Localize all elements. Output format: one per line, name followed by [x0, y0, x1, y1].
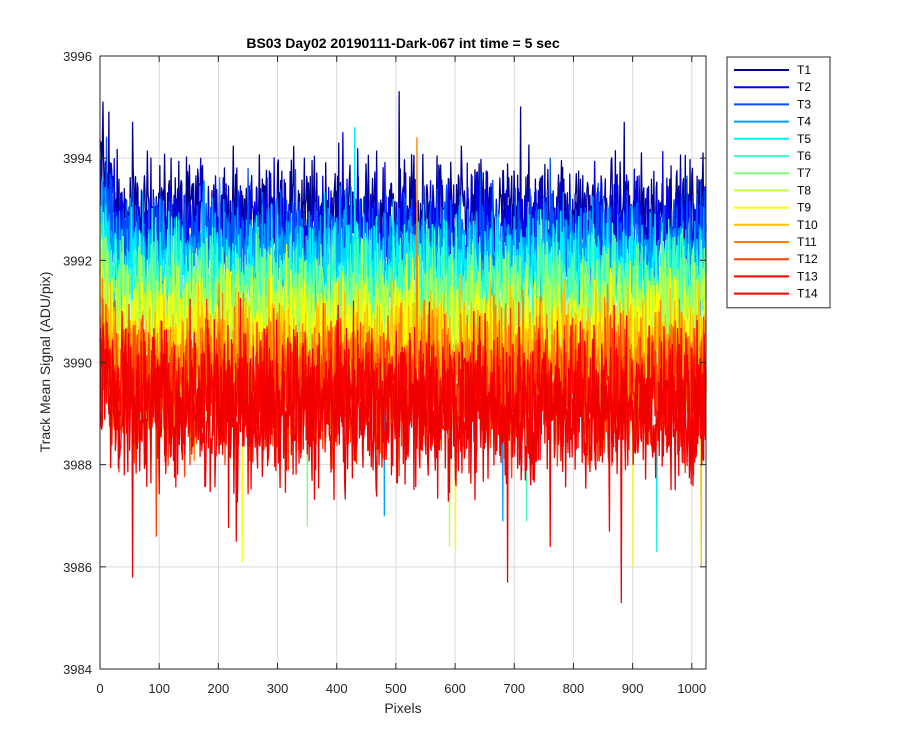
y-tick-label: 3992 [63, 253, 92, 268]
legend-label: T4 [797, 115, 811, 129]
y-tick-label: 3986 [63, 560, 92, 575]
y-tick-label: 3996 [63, 49, 92, 64]
y-axis-label: Track Mean Signal (ADU/pix) [37, 272, 53, 453]
y-axis: 3984 3986 3988 3990 3992 3994 3996 [63, 49, 706, 677]
legend-box [726, 56, 831, 309]
chart-title: BS03 Day02 20190111-Dark-067 int time = … [246, 35, 559, 51]
legend-label: T14 [797, 287, 818, 301]
legend: T1 T2 T3 T4 T5 T6 T7 T8 T9 T10 T11 T12 T13 T14 [726, 56, 831, 309]
x-tick-label: 600 [444, 681, 466, 696]
series-line-t2 [99, 131, 707, 304]
legend-label: T11 [797, 235, 817, 249]
legend-label: T8 [797, 183, 811, 197]
x-tick-label: 300 [267, 681, 289, 696]
x-axis-label: Pixels [384, 700, 421, 716]
series-layer [99, 91, 707, 604]
x-tick-label: 100 [148, 681, 170, 696]
legend-label: T6 [797, 149, 811, 163]
legend-label: T13 [797, 269, 818, 283]
x-tick-label: 500 [385, 681, 407, 696]
x-tick-label: 900 [622, 681, 644, 696]
legend-label: T5 [797, 132, 811, 146]
y-tick-label: 3994 [63, 151, 92, 166]
legend-label: T2 [797, 80, 811, 94]
x-axis: 0 100 200 300 400 500 600 700 800 900 1000 [96, 56, 706, 696]
legend-label: T12 [797, 252, 818, 266]
legend-label: T9 [797, 201, 811, 215]
x-tick-label: 400 [326, 681, 348, 696]
x-tick-label: 1000 [677, 681, 706, 696]
legend-label: T10 [797, 218, 818, 232]
legend-label: T7 [797, 166, 811, 180]
x-tick-label: 0 [96, 681, 103, 696]
series-line-t14 [99, 300, 707, 604]
y-tick-label: 3988 [63, 458, 92, 473]
x-tick-label: 700 [503, 681, 525, 696]
legend-label: T3 [797, 97, 811, 111]
y-tick-label: 3990 [63, 356, 92, 371]
x-tick-label: 800 [563, 681, 585, 696]
legend-label: T1 [797, 63, 811, 77]
y-tick-label: 3984 [63, 662, 92, 677]
x-tick-label: 200 [208, 681, 230, 696]
